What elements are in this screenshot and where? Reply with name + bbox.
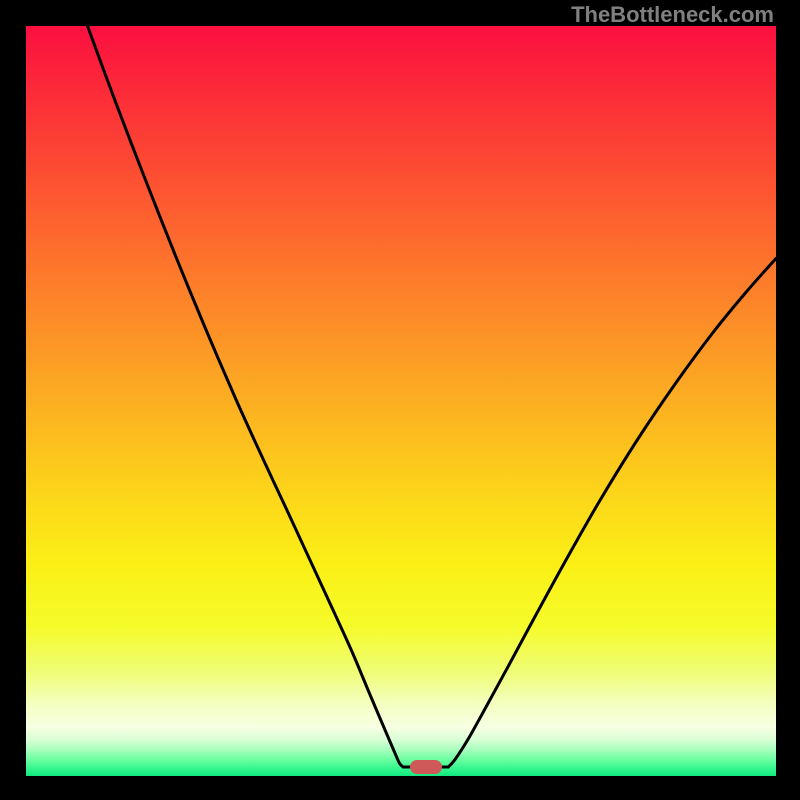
bottleneck-curve [26, 26, 776, 776]
watermark-text: TheBottleneck.com [571, 2, 774, 28]
plot-area [26, 26, 776, 776]
optimal-marker [410, 760, 442, 774]
curve-left-branch [88, 26, 404, 767]
curve-right-branch [448, 259, 776, 768]
